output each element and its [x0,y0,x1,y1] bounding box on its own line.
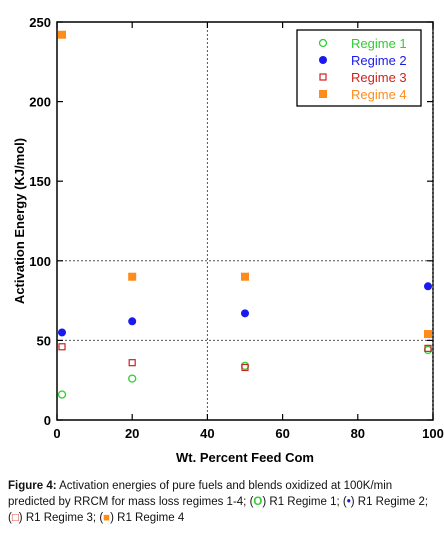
caption-regime3-symbol: □ [11,512,19,524]
y-tick-label: 150 [29,174,51,189]
legend-box [296,29,422,107]
y-tick-label: 200 [29,95,51,110]
caption-text: ) R1 Regime 2; ( [8,496,429,524]
caption-regime4-symbol: ■ [103,512,111,524]
data-point [128,272,137,281]
data-point [57,390,67,399]
caption-text: Activation energies of pure fuels and bl… [8,480,393,508]
axis-ticks: 0 20 40 60 80 100 0 50 100 150 200 250 [29,15,444,441]
caption-label: Figure 4: [8,480,57,492]
y-axis-label: Activation Energy (KJ/mol) [12,138,27,304]
x-tick-label: 0 [53,426,60,441]
data-point [58,30,66,39]
legend-marker [318,38,328,48]
y-tick-label: 0 [44,413,51,428]
caption-regime2-symbol: • [346,496,351,508]
caption-text: ) R1 Regime 1; ( [262,496,347,508]
x-tick-label: 20 [125,426,139,441]
series-regime-1 [57,345,433,399]
x-tick-label: 40 [200,426,214,441]
data-point [424,282,432,291]
legend-marker [319,56,327,64]
data-point [58,343,66,351]
series-regime-4 [58,30,432,339]
legend-marker [319,73,327,81]
figure-caption: Figure 4: Activation energies of pure fu… [8,478,438,526]
x-tick-label: 60 [275,426,289,441]
series-regime-3 [58,343,432,372]
data-point [58,328,66,337]
y-tick-label: 50 [37,333,51,348]
data-point [241,309,249,318]
legend: Regime 1 Regime 2 Regime 3 Regime 4 [296,29,422,107]
legend-marker [319,90,327,98]
caption-text: ) R1 Regime 4 [110,512,185,524]
legend-entry-label: Regime 4 [351,87,407,102]
data-point [128,317,137,326]
caption-text: ) R1 Regime 3; ( [18,512,104,524]
data-point [241,363,249,372]
x-tick-label: 80 [351,426,365,441]
legend-entry-label: Regime 1 [351,36,407,51]
y-tick-label: 100 [29,254,51,269]
series-regime-2 [58,282,432,337]
x-axis-label: Wt. Percent Feed Com [176,450,314,465]
caption-regime1-symbol: O [253,496,263,508]
grid [57,22,434,420]
legend-entry-label: Regime 3 [351,70,407,85]
x-tick-label: 100 [422,426,444,441]
legend-entry-label: Regime 2 [351,53,407,68]
data-point [128,374,137,383]
data-point [424,330,432,339]
y-tick-label: 250 [29,15,51,30]
data-point [424,344,432,352]
plot-area [56,21,434,421]
data-point [128,359,136,367]
data-point [241,272,249,281]
data-points [57,30,433,399]
